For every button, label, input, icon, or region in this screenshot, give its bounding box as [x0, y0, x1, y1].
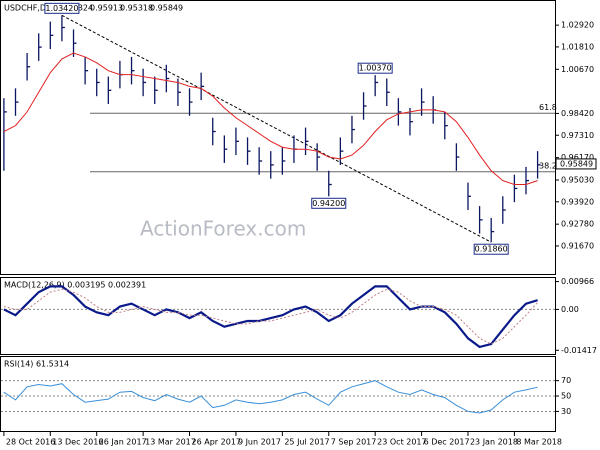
y-tick-label: 30: [561, 407, 571, 416]
annotation-label: 0.94200: [312, 199, 345, 208]
annotation-label: 0.91860: [475, 245, 508, 254]
indicator-line: [3, 288, 538, 345]
annotation-box: [44, 2, 80, 14]
x-tick-label: 9 Jun 2017: [238, 438, 281, 447]
y-tick-label: 0.93920: [561, 197, 594, 206]
y-tick-label: 70: [561, 376, 571, 385]
x-tick-label: 23 Jan 2018: [470, 438, 518, 447]
y-tick-label: 50: [561, 392, 571, 401]
y-tick-label: 1.00670: [561, 65, 594, 74]
y-tick-label: 0.92780: [561, 220, 594, 229]
symbol: USDCHF,Daily: [4, 4, 60, 13]
x-tick-label: 7 Sep 2017: [331, 438, 377, 447]
indicator-title: MACD(12,26,9) 0.003195 0.002391: [4, 281, 146, 290]
y-tick-label: 0.98420: [561, 109, 594, 118]
y-tick-label: 0.91670: [561, 241, 594, 250]
rsi-panel: [0, 356, 556, 432]
fib-label: 61.8: [539, 103, 557, 112]
x-tick-label: 23 Oct 2017: [377, 438, 426, 447]
indicator-title: RSI(14) 61.5314: [4, 360, 69, 369]
last-price-label: 0.95849: [560, 159, 593, 168]
y-tick-label: 0.00966: [561, 277, 594, 286]
indicator-line: [3, 285, 538, 349]
y-tick-label: -0.01417: [561, 346, 597, 355]
ohlc-value: 0.95849: [150, 4, 183, 13]
x-tick-label: 26 Apr 2017: [192, 438, 241, 447]
x-tick-label: 13 Mar 2017: [145, 438, 196, 447]
annotation-box: [311, 197, 347, 209]
x-tick-label: 13 Dec 2016: [52, 438, 103, 447]
x-tick-label: 6 Dec 2017: [424, 438, 470, 447]
y-tick-label: 0.95030: [561, 176, 594, 185]
last-price-box: [555, 158, 597, 170]
x-tick-label: 8 Mar 2018: [516, 438, 562, 447]
indicator-line: [3, 380, 538, 414]
ohlc-value: 0.95318: [120, 4, 153, 13]
annotation-label: 1.00370: [359, 64, 392, 73]
x-tick-label: 25 Jul 2017: [284, 438, 329, 447]
trend-line: [61, 14, 492, 243]
annotation-label: 1.03420: [45, 4, 78, 13]
macd-panel: [0, 277, 556, 355]
annotation-box: [473, 243, 509, 255]
ohlc-value: 0.95913: [90, 4, 123, 13]
y-tick-label: 0.97310: [561, 131, 594, 140]
y-tick-label: 0.00: [561, 305, 579, 314]
price-panel: [0, 0, 556, 275]
y-tick-label: 0.96170: [561, 153, 594, 162]
watermark: ActionForex.com: [140, 217, 306, 241]
moving-average: [3, 52, 538, 186]
x-tick-label: 26 Jan 2017: [99, 438, 147, 447]
annotation-box: [357, 62, 393, 74]
y-tick-label: 1.02920: [561, 21, 594, 30]
fib-label: 38.2: [539, 161, 557, 170]
x-tick-label: 28 Oct 2016: [6, 438, 55, 447]
y-tick-label: 1.01810: [561, 42, 594, 51]
